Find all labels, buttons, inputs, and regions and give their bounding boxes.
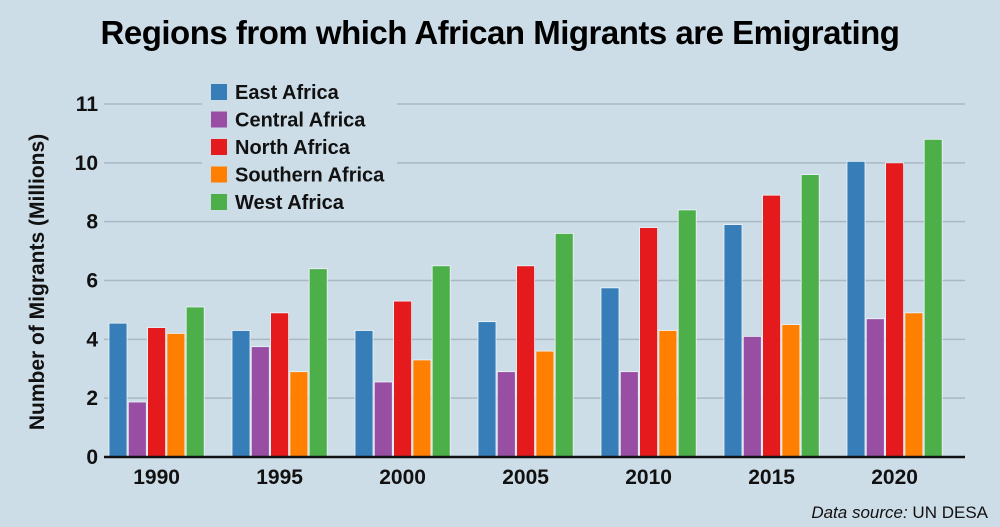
bar-north-africa-2020 — [885, 162, 904, 458]
legend-label: North Africa — [235, 137, 351, 159]
bar-southern-africa-2010 — [658, 330, 678, 458]
bar-east-africa-2020 — [846, 160, 866, 458]
legend-label: East Africa — [235, 82, 340, 104]
data-source-value: UN DESA — [907, 503, 988, 522]
bar-southern-africa-1990 — [166, 333, 186, 458]
bar-southern-africa-2020 — [904, 312, 924, 458]
bar-east-africa-2015 — [723, 224, 743, 458]
legend-swatch-north-africa — [211, 139, 227, 155]
bar-north-africa-2005 — [516, 265, 535, 458]
bar-north-africa-2000 — [393, 300, 413, 458]
bar-north-africa-1990 — [147, 327, 167, 458]
y-tick-label: 8 — [86, 211, 98, 234]
bar-west-africa-1995 — [308, 268, 328, 458]
bar-west-africa-2010 — [677, 209, 697, 458]
bar-central-africa-2010 — [619, 371, 639, 458]
bar-east-africa-2000 — [354, 330, 374, 458]
legend-swatch-east-africa — [211, 84, 227, 100]
x-tick-label: 2020 — [871, 466, 918, 489]
legend-background — [202, 80, 397, 215]
bar-east-africa-2010 — [600, 287, 620, 458]
chart-title: Regions from which African Migrants are … — [100, 14, 900, 51]
bar-central-africa-1990 — [127, 401, 147, 458]
bar-west-africa-2000 — [431, 265, 451, 458]
x-tick-label: 2015 — [748, 466, 795, 489]
data-source: Data source: UN DESA — [811, 503, 988, 523]
y-tick-label: 10 — [75, 152, 98, 175]
bar-southern-africa-2000 — [412, 359, 432, 458]
bar-southern-africa-1995 — [289, 371, 309, 458]
y-tick-label: 0 — [86, 446, 98, 469]
x-tick-label: 2005 — [502, 466, 549, 489]
legend-swatch-southern-africa — [211, 166, 227, 183]
bar-west-africa-2015 — [800, 174, 820, 458]
bar-southern-africa-2005 — [535, 350, 555, 458]
legend-label: West Africa — [235, 192, 345, 214]
bar-central-africa-1995 — [250, 346, 270, 458]
bar-east-africa-1995 — [231, 330, 251, 458]
bar-east-africa-2005 — [477, 321, 497, 458]
y-tick-label: 2 — [86, 387, 98, 410]
bar-southern-africa-2015 — [781, 324, 801, 458]
x-tick-label: 2010 — [625, 466, 672, 489]
bar-north-africa-1995 — [270, 312, 290, 458]
y-tick-label: 6 — [86, 270, 98, 293]
legend-label: Central Africa — [235, 110, 366, 132]
bar-west-africa-1990 — [185, 306, 205, 458]
legend-swatch-west-africa — [211, 194, 227, 210]
data-source-label: Data source: — [811, 503, 908, 522]
bar-west-africa-2005 — [554, 233, 574, 458]
x-tick-label: 1990 — [133, 466, 180, 489]
bar-east-africa-1990 — [108, 322, 128, 458]
y-tick-label: 11 — [76, 93, 99, 116]
bar-central-africa-2000 — [373, 381, 393, 458]
bar-central-africa-2020 — [865, 318, 885, 458]
bar-central-africa-2005 — [496, 371, 516, 458]
y-tick-label: 4 — [86, 328, 98, 351]
x-tick-label: 2000 — [379, 466, 426, 489]
bar-north-africa-2010 — [639, 227, 658, 458]
bar-north-africa-2015 — [762, 194, 781, 458]
bar-central-africa-2015 — [742, 335, 762, 458]
legend-swatch-central-africa — [211, 111, 227, 128]
legend-label: Southern Africa — [235, 165, 385, 187]
x-tick-label: 1995 — [256, 466, 303, 489]
bar-west-africa-2020 — [923, 138, 943, 458]
